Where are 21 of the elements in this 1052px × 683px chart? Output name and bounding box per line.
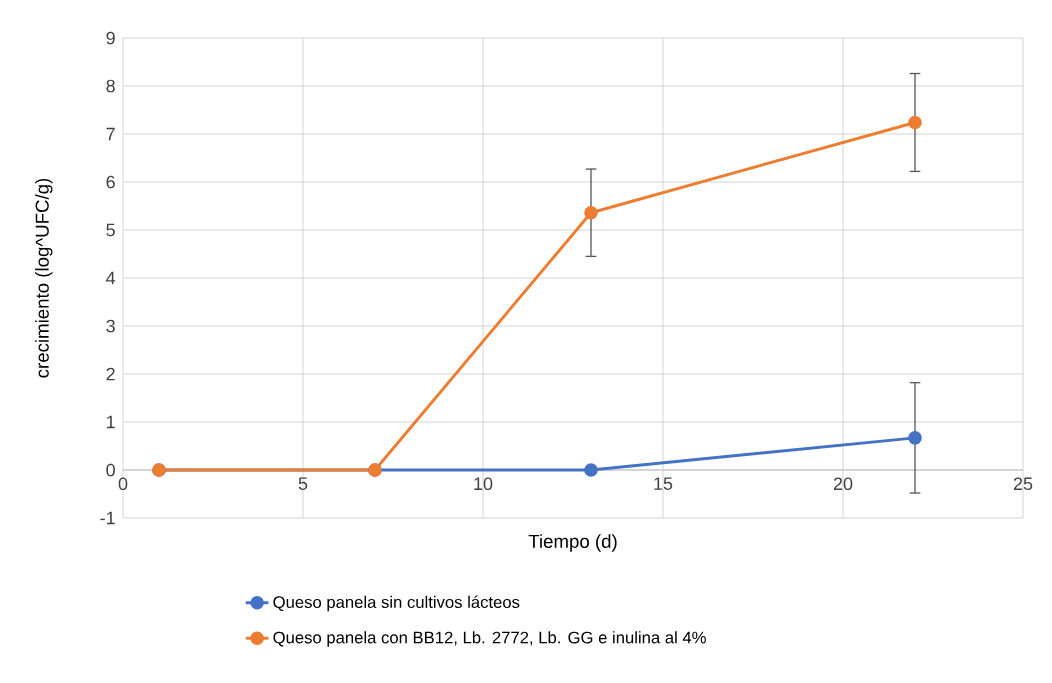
y-tick-label: 9 bbox=[106, 31, 115, 45]
legend-label: Queso panela sin cultivos lácteos bbox=[273, 595, 520, 612]
x-tick-label: 5 bbox=[298, 477, 308, 490]
y-tick-label: 1 bbox=[107, 415, 115, 429]
y-tick-label: 5 bbox=[106, 223, 115, 237]
y-tick-label: 2 bbox=[106, 367, 115, 381]
y-tick-label: -1 bbox=[100, 511, 115, 525]
y-tick-label: 8 bbox=[106, 79, 115, 93]
y-tick-label: 3 bbox=[106, 319, 115, 333]
x-tick-label: 25 bbox=[1013, 477, 1033, 491]
x-axis-title: Tiempo (d) bbox=[528, 534, 617, 552]
legend-label: Queso panela con BB12, Lb. 2772, Lb. GG e inulina al 4% bbox=[273, 631, 706, 647]
y-tick-label: 6 bbox=[106, 175, 115, 189]
y-tick-label: 0 bbox=[106, 463, 115, 477]
y-axis-title: crecimiento (log^UFC/g) bbox=[35, 178, 53, 378]
y-tick-label: 7 bbox=[106, 127, 115, 141]
x-tick-label: 20 bbox=[833, 477, 853, 491]
x-tick-label: 15 bbox=[654, 477, 673, 490]
x-tick-label: 0 bbox=[118, 477, 128, 491]
x-tick-label: 10 bbox=[474, 477, 493, 491]
y-tick-label: 4 bbox=[106, 271, 116, 285]
